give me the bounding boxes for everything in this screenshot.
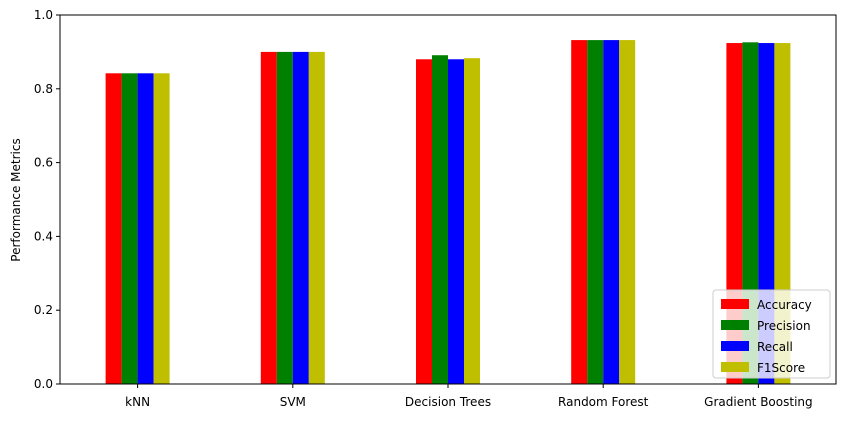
legend-swatch-precision — [721, 320, 749, 330]
bar-recall-knn — [137, 73, 154, 384]
bar-recall-random-forest — [603, 40, 620, 384]
bar-f1score-knn — [153, 73, 170, 384]
bar-recall-svm — [292, 51, 309, 385]
legend-swatch-f1score — [721, 362, 749, 372]
bar-precision-decision-trees — [432, 55, 448, 384]
legend-label-accuracy: Accuracy — [757, 298, 812, 312]
y-tick-label: 0.8 — [34, 82, 53, 96]
legend-label-recall: Recall — [757, 340, 793, 354]
bar-f1score-decision-trees — [464, 58, 480, 384]
bar-accuracy-random-forest — [571, 40, 588, 384]
bar-precision-random-forest — [587, 40, 604, 384]
x-tick-label: Decision Trees — [405, 395, 491, 409]
legend-swatch-recall — [721, 341, 749, 351]
legend-label-f1score: F1Score — [757, 361, 805, 375]
bar-recall-decision-trees — [448, 59, 464, 384]
y-tick-label: 0.0 — [34, 377, 53, 391]
plot-frame — [59, 14, 837, 385]
legend-label-precision: Precision — [757, 319, 811, 333]
bar-f1score-svm — [308, 51, 325, 385]
bar-f1score-random-forest — [619, 40, 636, 384]
x-tick-label: Gradient Boosting — [704, 395, 812, 409]
legend: Accuracy Precision Recall F1Score — [712, 289, 831, 379]
bar-precision-knn — [121, 73, 138, 384]
legend-swatch-accuracy — [721, 299, 749, 309]
axes-layer: kNN SVM Decision Trees Random Forest Gradien… — [34, 8, 837, 409]
y-tick-label: 0.6 — [34, 156, 53, 170]
y-axis-label: Performance Metrics — [9, 138, 23, 261]
bars-layer — [105, 40, 791, 385]
bar-accuracy-decision-trees — [416, 59, 432, 384]
bar-precision-svm — [276, 51, 293, 385]
bar-accuracy-svm — [260, 51, 277, 385]
x-tick-label: SVM — [280, 395, 306, 409]
x-tick-label: kNN — [125, 395, 150, 409]
y-tick-label: 1.0 — [34, 8, 53, 22]
legend-box — [712, 289, 831, 379]
y-tick-label: 0.4 — [34, 229, 53, 243]
x-tick-label: Random Forest — [558, 395, 649, 409]
bar-accuracy-knn — [105, 73, 122, 384]
y-tick-label: 0.2 — [34, 303, 53, 317]
